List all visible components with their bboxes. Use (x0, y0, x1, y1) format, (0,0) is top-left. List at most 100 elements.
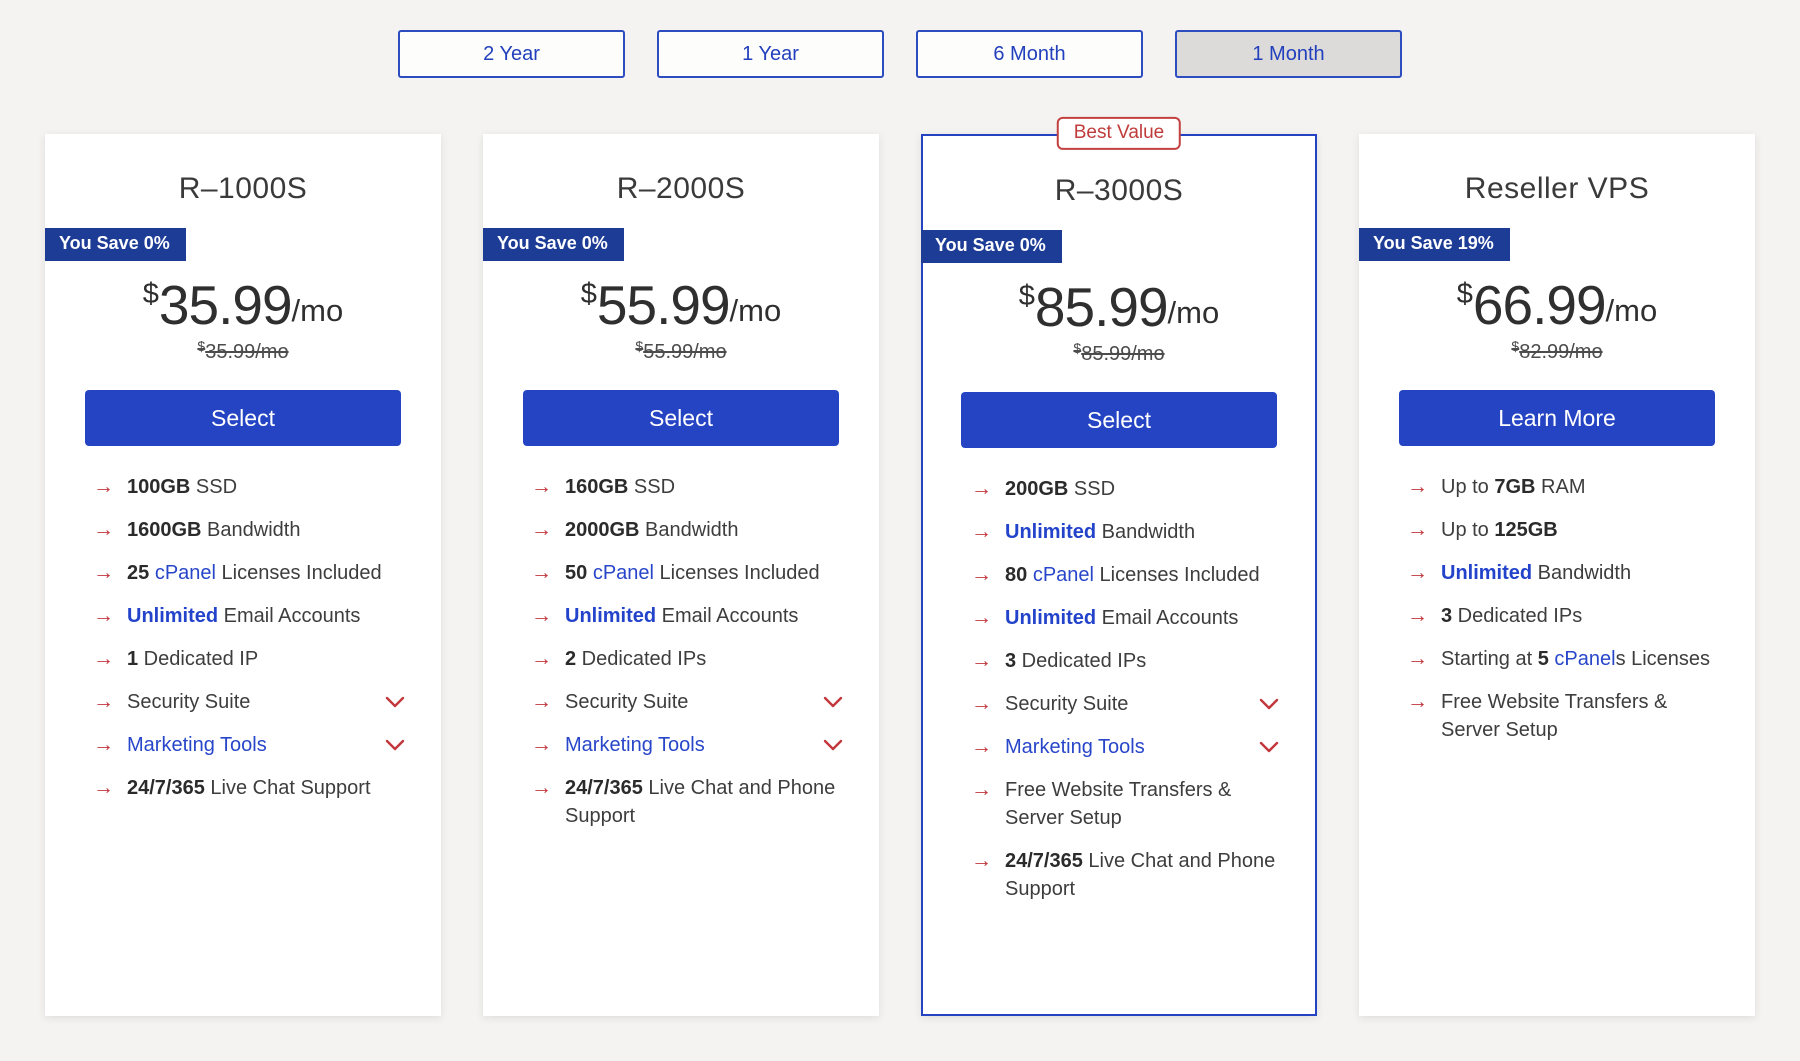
feature-item: → 200GB SSD (971, 475, 1279, 503)
feature-text-segment: 1600GB (127, 519, 202, 541)
tab-2-year[interactable]: 2 Year (398, 30, 625, 78)
price-period: /mo (291, 293, 344, 328)
plan-title: R–1000S (178, 172, 308, 205)
arrow-icon: → (971, 692, 992, 715)
arrow-icon: → (93, 518, 114, 541)
price-currency: $ (1456, 278, 1473, 310)
feature-text-segment[interactable]: Marketing Tools (565, 734, 705, 756)
save-badge: You Save 19% (1359, 228, 1510, 261)
chevron-down-icon[interactable] (385, 739, 405, 751)
feature-text-segment: SSD (628, 476, 676, 498)
best-value-badge: Best Value (1056, 116, 1182, 150)
old-price: $85.99/mo (923, 340, 1315, 366)
chevron-down-icon[interactable] (1259, 741, 1279, 753)
feature-text-segment: 2000GB (565, 519, 640, 541)
feature-text-segment[interactable]: Unlimited (1005, 607, 1097, 629)
feature-text-segment: Bandwidth (1532, 562, 1632, 584)
price-currency: $ (1018, 280, 1035, 312)
feature-text-segment[interactable]: cPanel (1554, 648, 1616, 670)
feature-text-segment: Free Website Transfers & Server Setup (1441, 691, 1668, 741)
arrow-icon: → (971, 649, 992, 672)
feature-text-segment: Live Chat and Phone Support (565, 777, 836, 827)
feature-text: Up to 125GB (1441, 516, 1719, 544)
chevron-down-icon[interactable] (385, 696, 405, 708)
feature-item: → Marketing Tools (971, 733, 1279, 761)
feature-item: → Up to 7GB RAM (1407, 473, 1719, 501)
feature-item: → 100GB SSD (93, 473, 405, 501)
feature-text-segment: 3 (1441, 605, 1453, 627)
old-price-currency: $ (635, 338, 644, 354)
feature-text: 1600GB Bandwidth (127, 516, 405, 544)
feature-text-segment: 160GB (565, 476, 629, 498)
feature-text-segment[interactable]: Unlimited (127, 605, 219, 627)
feature-text: Marketing Tools (1005, 733, 1251, 761)
feature-text-segment: Email Accounts (218, 605, 361, 627)
feature-item: → 24/7/365 Live Chat and Phone Support (531, 774, 843, 830)
arrow-icon: → (531, 776, 552, 799)
feature-text-segment[interactable]: Marketing Tools (127, 734, 267, 756)
feature-text-segment[interactable]: cPanel (1032, 564, 1094, 586)
feature-text-segment: 5 (1537, 648, 1549, 670)
feature-text-segment[interactable]: Unlimited (565, 605, 657, 627)
feature-text: Unlimited Email Accounts (127, 602, 405, 630)
feature-text-segment: Security Suite (1005, 693, 1129, 715)
feature-item: → Security Suite (93, 688, 405, 716)
feature-text-segment: SSD (1068, 478, 1116, 500)
feature-item: → 1600GB Bandwidth (93, 516, 405, 544)
pricing-card: R–1000S You Save 0% $35.99/mo $35.99/mo Sele… (45, 134, 441, 1016)
feature-item: → Security Suite (531, 688, 843, 716)
feature-text-segment[interactable]: cPanel (154, 562, 216, 584)
feature-text: 2000GB Bandwidth (565, 516, 843, 544)
chevron-down-icon[interactable] (1259, 698, 1279, 710)
feature-text-segment: s Licenses (1615, 648, 1711, 670)
price-amount: 35.99 (158, 274, 293, 336)
feature-text-segment[interactable]: Unlimited (1441, 562, 1533, 584)
chevron-down-icon[interactable] (823, 739, 843, 751)
feature-text-segment: Dedicated IPs (576, 648, 707, 670)
feature-item: → Marketing Tools (93, 731, 405, 759)
feature-item: → Starting at 5 cPanels Licenses (1407, 645, 1719, 673)
arrow-icon: → (971, 849, 992, 872)
feature-text-segment[interactable]: cPanel (592, 562, 654, 584)
feature-item: → 1 Dedicated IP (93, 645, 405, 673)
price: $85.99/mo (923, 275, 1315, 339)
arrow-icon: → (531, 561, 552, 584)
arrow-icon: → (93, 604, 114, 627)
feature-text-segment: Dedicated IPs (1016, 650, 1147, 672)
feature-item: → Unlimited Email Accounts (971, 604, 1279, 632)
tab-1-month[interactable]: 1 Month (1175, 30, 1402, 78)
feature-list: → 200GB SSD → Unlimited Bandwidth → 80 cPanel… (923, 475, 1315, 903)
pricing-card: R–2000S You Save 0% $55.99/mo $55.99/mo Sele… (483, 134, 879, 1016)
feature-item: → 24/7/365 Live Chat and Phone Support (971, 847, 1279, 903)
old-price-currency: $ (1511, 338, 1520, 354)
select-button[interactable]: Select (85, 390, 401, 446)
feature-text: 24/7/365 Live Chat and Phone Support (1005, 847, 1279, 903)
feature-text-segment: 100GB (127, 476, 191, 498)
learn-more-button[interactable]: Learn More (1399, 390, 1715, 446)
arrow-icon: → (93, 561, 114, 584)
feature-text-segment: 50 (565, 562, 588, 584)
arrow-icon: → (1407, 518, 1428, 541)
feature-item: → Unlimited Email Accounts (93, 602, 405, 630)
chevron-down-icon[interactable] (823, 696, 843, 708)
feature-text: Security Suite (127, 688, 377, 716)
feature-item: → 25 cPanel Licenses Included (93, 559, 405, 587)
old-price: $55.99/mo (483, 338, 879, 364)
select-button[interactable]: Select (961, 392, 1277, 448)
feature-text-segment: Dedicated IP (138, 648, 259, 670)
feature-text: Unlimited Email Accounts (1005, 604, 1279, 632)
feature-text-segment[interactable]: Marketing Tools (1005, 736, 1145, 758)
feature-text-segment: Licenses Included (653, 562, 820, 584)
select-button[interactable]: Select (523, 390, 839, 446)
tab-1-year[interactable]: 1 Year (657, 30, 884, 78)
arrow-icon: → (971, 477, 992, 500)
old-price: $35.99/mo (45, 338, 441, 364)
feature-text-segment: Live Chat and Phone Support (1005, 850, 1276, 900)
feature-text-segment: RAM (1535, 476, 1586, 498)
feature-text: Free Website Transfers & Server Setup (1005, 776, 1279, 832)
feature-text-segment: 25 (127, 562, 150, 584)
feature-text-segment[interactable]: Unlimited (1005, 521, 1097, 543)
tab-6-month[interactable]: 6 Month (916, 30, 1143, 78)
feature-text-segment: Free Website Transfers & Server Setup (1005, 779, 1232, 829)
arrow-icon: → (1407, 475, 1428, 498)
